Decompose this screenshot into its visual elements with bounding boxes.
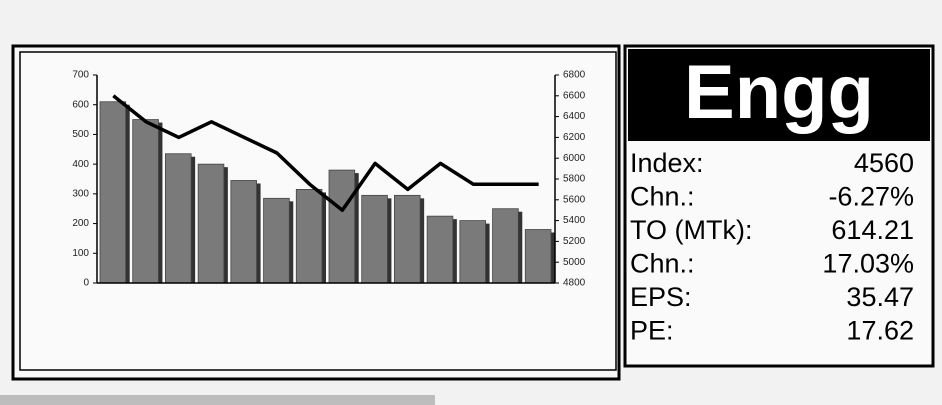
row-label: TO (MTk): <box>630 215 752 245</box>
y-tick-label: 200 <box>72 218 89 229</box>
bar <box>524 229 552 284</box>
row-label: Index: <box>630 148 704 178</box>
y2-tick-label: 6200 <box>563 132 586 143</box>
y-tick-label: 700 <box>72 70 89 81</box>
y-tick-label: 300 <box>72 188 89 199</box>
bar <box>394 194 421 284</box>
y2-tick-label: 6400 <box>563 111 586 122</box>
y2-tick-label: 6600 <box>563 90 586 101</box>
y2-tick-label: 5000 <box>563 257 586 268</box>
y2-tick-label: 5600 <box>563 194 586 205</box>
panel-title: Engg <box>684 50 874 135</box>
row-value: 17.03% <box>822 249 914 279</box>
row-label: EPS: <box>630 282 692 312</box>
row-value: 17.62 <box>846 316 914 346</box>
bar <box>165 153 192 284</box>
row-value: -6.27% <box>828 182 914 212</box>
y2-tick-label: 4800 <box>563 278 586 289</box>
row-label: Chn.: <box>630 182 695 212</box>
bar <box>99 101 127 284</box>
bar <box>132 119 159 284</box>
y-tick-label: 600 <box>72 99 89 110</box>
y-tick-label: 100 <box>72 248 89 259</box>
bar <box>197 163 225 284</box>
y2-tick-label: 5400 <box>563 215 586 226</box>
bar <box>263 197 290 284</box>
chart: 0 100 200 300 400 500 600 700 4800 5000 5200 5400 56… <box>72 70 585 289</box>
panel-rows: Index: 4560 Chn.: -6.27% TO (MTk): 614.21 Chn.… <box>630 148 914 346</box>
y2-tick-label: 6800 <box>563 70 586 81</box>
bar <box>361 194 388 284</box>
bar <box>230 180 257 284</box>
bar <box>295 188 323 284</box>
y2-tick-label: 5800 <box>563 174 586 185</box>
bar <box>492 208 519 284</box>
row-value: 35.47 <box>846 282 914 312</box>
row-value: 614.21 <box>831 215 914 245</box>
bar <box>426 215 454 284</box>
bottom-bar <box>0 395 435 405</box>
y2-tick-label: 6000 <box>563 153 586 164</box>
line <box>112 94 539 212</box>
y-tick-label: 400 <box>72 159 89 170</box>
bar <box>459 220 486 284</box>
y-tick-label: 500 <box>72 129 89 140</box>
row-label: PE: <box>630 316 674 346</box>
row-label: Chn.: <box>630 249 695 279</box>
row-value: 4560 <box>854 148 914 178</box>
panel-header <box>628 49 930 141</box>
y-tick-label: 0 <box>83 278 89 289</box>
bar <box>328 169 356 284</box>
y2-tick-label: 5200 <box>563 236 586 247</box>
